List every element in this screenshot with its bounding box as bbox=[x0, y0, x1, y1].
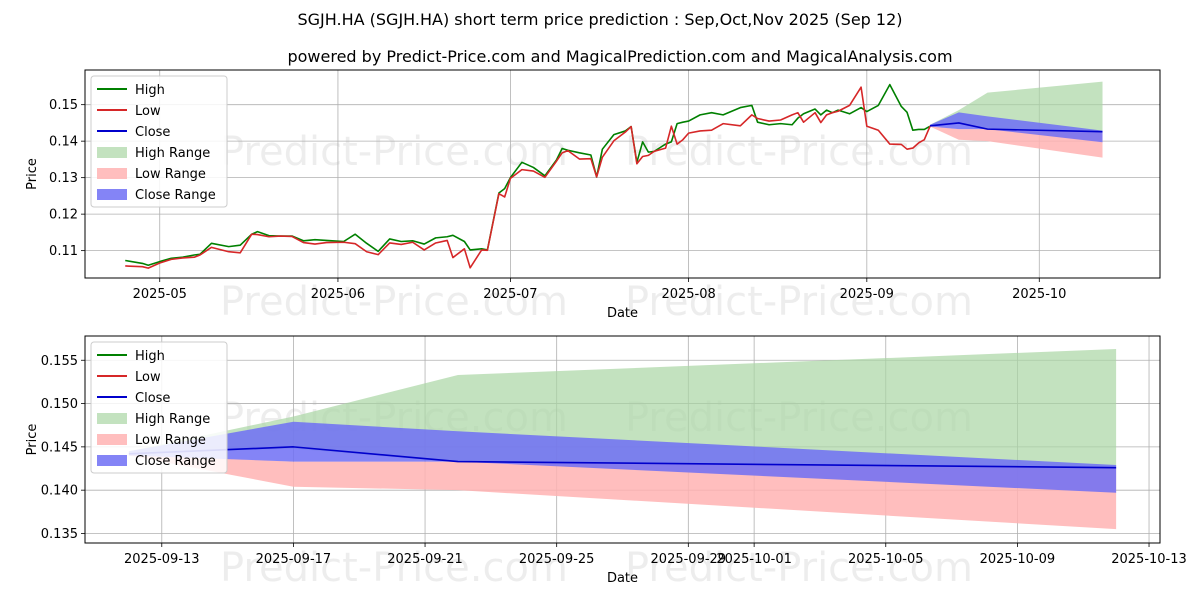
axes-frame bbox=[84, 335, 1161, 544]
watermark-text: Predict-Price.com bbox=[220, 545, 568, 591]
axes-frame bbox=[84, 69, 1161, 279]
legend-label-low-range: Low Range bbox=[135, 433, 206, 448]
y-tick-label: 0.12 bbox=[49, 208, 78, 223]
x-tick-label: 2025-10-05 bbox=[848, 552, 924, 567]
x-tick-label: 2025-06 bbox=[311, 287, 365, 302]
y-tick-label: 0.13 bbox=[49, 171, 78, 186]
x-tick-label: 2025-08 bbox=[661, 287, 715, 302]
y-tick-label: 0.145 bbox=[41, 440, 78, 455]
x-tick-label: 2025-09-21 bbox=[387, 552, 463, 567]
watermark-text: Predict-Price.com bbox=[625, 129, 973, 175]
legend-label-high: High bbox=[135, 349, 165, 364]
chart-subtitle: powered by Predict-Price.com and Magical… bbox=[287, 47, 952, 66]
legend: High Low Close High Range Low Range Close Ran… bbox=[90, 341, 228, 474]
legend-swatch-close-range bbox=[97, 189, 127, 200]
y-axis-label: Price bbox=[25, 424, 40, 456]
y-tick-label: 0.140 bbox=[41, 484, 78, 499]
watermark-text: Predict-Price.com bbox=[220, 129, 568, 175]
watermark-text: Predict-Price.com bbox=[625, 545, 973, 591]
y-tick-label: 0.15 bbox=[49, 98, 78, 113]
watermark-group: Predict-Price.com Predict-Price.com Predic… bbox=[220, 129, 973, 325]
y-axis-label: Price bbox=[25, 158, 40, 190]
legend-label-close: Close bbox=[135, 125, 170, 140]
x-tick-label: 2025-10 bbox=[1012, 287, 1066, 302]
x-tick-label: 2025-09-29 bbox=[651, 552, 727, 567]
x-tick-label: 2025-10-09 bbox=[980, 552, 1056, 567]
legend-label-high: High bbox=[135, 83, 165, 98]
legend-label-low: Low bbox=[135, 370, 161, 385]
legend-label-close-range: Close Range bbox=[135, 454, 216, 469]
y-tick-label: 0.135 bbox=[41, 527, 78, 542]
legend-label-low: Low bbox=[135, 104, 161, 119]
legend-swatch-low-range bbox=[97, 434, 127, 445]
y-tick-label: 0.150 bbox=[41, 397, 78, 412]
legend-label-close-range: Close Range bbox=[135, 188, 216, 203]
watermark-text: Predict-Price.com bbox=[625, 279, 973, 325]
legend-label-close: Close bbox=[135, 391, 170, 406]
x-axis-label: Date bbox=[607, 306, 638, 321]
x-tick-label: 2025-10-13 bbox=[1111, 552, 1187, 567]
low-series-line bbox=[125, 86, 931, 269]
x-axis-label: Date bbox=[607, 571, 638, 586]
legend-swatch-low-range bbox=[97, 168, 127, 179]
plot-layer bbox=[125, 81, 1103, 269]
close-range-band bbox=[930, 112, 1103, 143]
x-tick-label: 2025-05 bbox=[133, 287, 187, 302]
x-tick-label: 2025-09-13 bbox=[124, 552, 200, 567]
legend-label-low-range: Low Range bbox=[135, 167, 206, 182]
close-series-line bbox=[929, 122, 1103, 133]
y-tick-label: 0.14 bbox=[49, 135, 78, 150]
x-tick-label: 2025-07 bbox=[483, 287, 537, 302]
top-chart-panel: Predict-Price.com Predict-Price.com Predic… bbox=[25, 69, 1161, 325]
legend-label-high-range: High Range bbox=[135, 146, 210, 161]
bottom-chart-panel: Predict-Price.comPredict-Price.comPredic… bbox=[25, 335, 1187, 591]
x-tick-label: 2025-10-01 bbox=[716, 552, 792, 567]
x-tick-label: 2025-09 bbox=[840, 287, 894, 302]
legend: High Low Close High Range Low Range Close Ran… bbox=[90, 75, 228, 208]
x-tick-label: 2025-09-25 bbox=[519, 552, 595, 567]
watermark-text: Predict-Price.com bbox=[220, 279, 568, 325]
y-tick-label: 0.155 bbox=[41, 354, 78, 369]
close-range-band bbox=[128, 421, 1117, 493]
legend-label-high-range: High Range bbox=[135, 412, 210, 427]
chart-title: SGJH.HA (SGJH.HA) short term price predi… bbox=[297, 10, 902, 29]
legend-swatch-high-range bbox=[97, 413, 127, 424]
y-tick-label: 0.11 bbox=[49, 244, 78, 259]
x-tick-label: 2025-09-17 bbox=[256, 552, 332, 567]
legend-swatch-close-range bbox=[97, 455, 127, 466]
legend-swatch-high-range bbox=[97, 147, 127, 158]
plot-layer bbox=[128, 348, 1117, 530]
